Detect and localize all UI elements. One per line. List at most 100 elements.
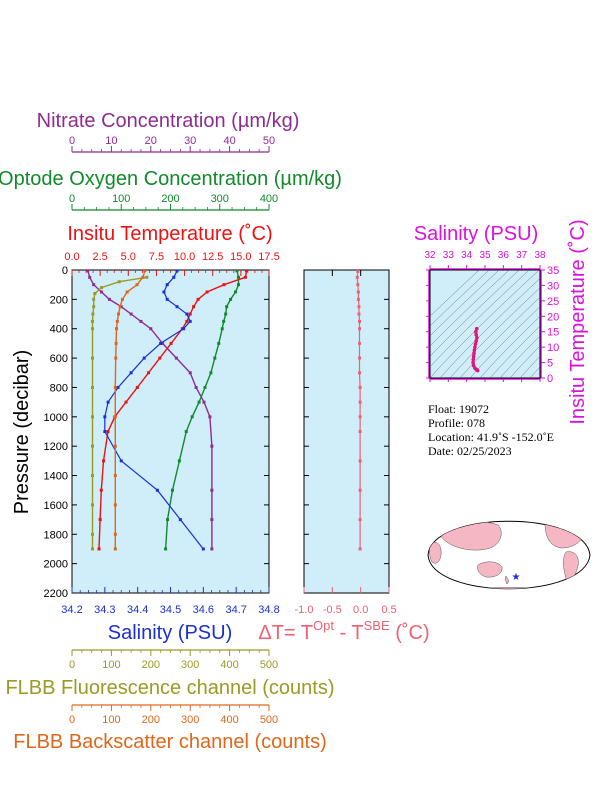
- backscatter-point: [113, 503, 117, 507]
- backscatter-point: [141, 275, 145, 279]
- delta-point: [356, 290, 360, 294]
- salinity-point: [116, 385, 120, 389]
- oxygen-point: [225, 305, 229, 309]
- nitrate-point: [149, 327, 153, 331]
- salinity-point: [129, 371, 133, 375]
- ts-density-contour: [529, 366, 540, 378]
- delta-point: [358, 488, 362, 492]
- salinity-point: [175, 305, 179, 309]
- fluorescence-axis-title: FLBB Fluorescence channel (counts): [5, 677, 334, 699]
- ts-x-tick-label: 33: [443, 250, 455, 261]
- float-id-text: Float: 19072: [428, 402, 489, 416]
- temperature-tick-label: 15.0: [230, 251, 251, 263]
- salinity-point: [175, 270, 179, 273]
- temperature-point: [158, 356, 162, 360]
- ts-temperature-title: Insitu Temperature (˚C): [567, 219, 589, 424]
- map-land-new-zealand: [504, 575, 510, 585]
- delta-point: [358, 385, 362, 389]
- ts-density-contour: [439, 278, 540, 378]
- nitrate-point: [107, 297, 111, 301]
- backscatter-point: [113, 444, 117, 448]
- oxygen-point: [166, 518, 170, 522]
- oxygen-point: [177, 459, 181, 463]
- backscatter-point: [115, 327, 119, 331]
- salinity-point: [106, 400, 110, 404]
- oxygen-tick-label: 0: [69, 193, 75, 205]
- backscatter-point: [118, 305, 122, 309]
- oxygen-point: [190, 415, 194, 419]
- ts-density-contour: [449, 287, 540, 378]
- salinity-point: [188, 319, 192, 323]
- backscatter-point: [113, 474, 117, 478]
- delta-t-axis-title: ΔT= TOpt - TSBE (˚C): [258, 618, 429, 644]
- ts-point: [472, 348, 477, 353]
- salinity-tick-label: 34.8: [258, 604, 279, 616]
- fluorescence-point: [91, 312, 95, 316]
- fluorescence-point: [93, 291, 97, 295]
- profile-series-group: [86, 270, 248, 551]
- world-map: ★: [427, 520, 591, 590]
- temperature-point: [192, 305, 196, 309]
- delta-t-title-sup1: Opt: [313, 618, 334, 633]
- backscatter-point: [116, 312, 120, 316]
- ts-point: [475, 368, 480, 373]
- pressure-tick-label: 0: [62, 265, 68, 277]
- fluorescence-tick-label: 500: [260, 659, 278, 671]
- temperature-point: [169, 341, 173, 345]
- backscatter-tick-label: 500: [260, 714, 278, 726]
- salinity-point: [103, 430, 107, 433]
- fluorescence-point: [90, 444, 94, 448]
- delta-t-title-main: ΔT= T: [258, 622, 313, 644]
- delta-point: [358, 459, 362, 463]
- backscatter-line: [114, 270, 146, 549]
- nitrate-point: [202, 400, 206, 404]
- temperature-point: [124, 400, 128, 404]
- nitrate-point: [210, 488, 214, 492]
- ts-density-contour: [509, 345, 540, 378]
- backscatter-tick-label: 100: [102, 714, 120, 726]
- pressure-tick-label: 1800: [44, 529, 68, 541]
- ts-density-contour: [459, 296, 540, 378]
- temperature-point: [102, 459, 106, 463]
- fluorescence-point: [90, 415, 94, 419]
- ts-point: [474, 333, 479, 337]
- nitrate-point: [188, 371, 192, 375]
- delta-point: [358, 341, 362, 345]
- oxygen-point: [220, 327, 224, 331]
- delta-point: [358, 371, 362, 375]
- oxygen-point: [203, 385, 207, 389]
- fluorescence-point: [90, 532, 94, 536]
- ts-density-contour: [499, 335, 540, 378]
- map-land-south-america: [563, 551, 579, 582]
- oxygen-tick-label: 400: [260, 193, 278, 205]
- backscatter-tick-label: 0: [69, 714, 75, 726]
- temperature-tick-label: 12.5: [202, 251, 223, 263]
- fluorescence-point: [90, 327, 94, 331]
- ts-x-tick-label: 32: [424, 250, 436, 261]
- ts-density-contour: [430, 270, 510, 347]
- ts-point: [474, 326, 479, 331]
- nitrate-tick-label: 20: [145, 135, 157, 147]
- temperature-tick-label: 7.5: [149, 251, 164, 263]
- delta-point: [358, 547, 362, 551]
- temperature-tick-label: 0.0: [64, 251, 79, 263]
- salinity-point: [119, 459, 123, 463]
- fluorescence-point: [92, 297, 96, 301]
- float-location-star-icon: ★: [512, 572, 521, 583]
- ts-density-contour: [489, 325, 540, 378]
- backscatter-point: [135, 283, 139, 287]
- nitrate-tick-label: 50: [263, 135, 275, 147]
- profile-number-text: Profile: 078: [428, 416, 485, 430]
- delta-point: [356, 283, 360, 287]
- fluorescence-tick-label: 400: [220, 659, 238, 671]
- ts-y-tick-label: 20: [547, 311, 559, 323]
- salinity-tick-label: 34.4: [127, 604, 148, 616]
- delta-point: [358, 430, 362, 433]
- temperature-point: [188, 312, 192, 316]
- salinity-tick-label: 34.5: [160, 604, 181, 616]
- temperature-axis-title: Insitu Temperature (˚C): [67, 223, 272, 245]
- ts-x-tick-label: 34: [461, 250, 473, 261]
- delta-point: [358, 415, 362, 419]
- fluorescence-point: [145, 275, 149, 279]
